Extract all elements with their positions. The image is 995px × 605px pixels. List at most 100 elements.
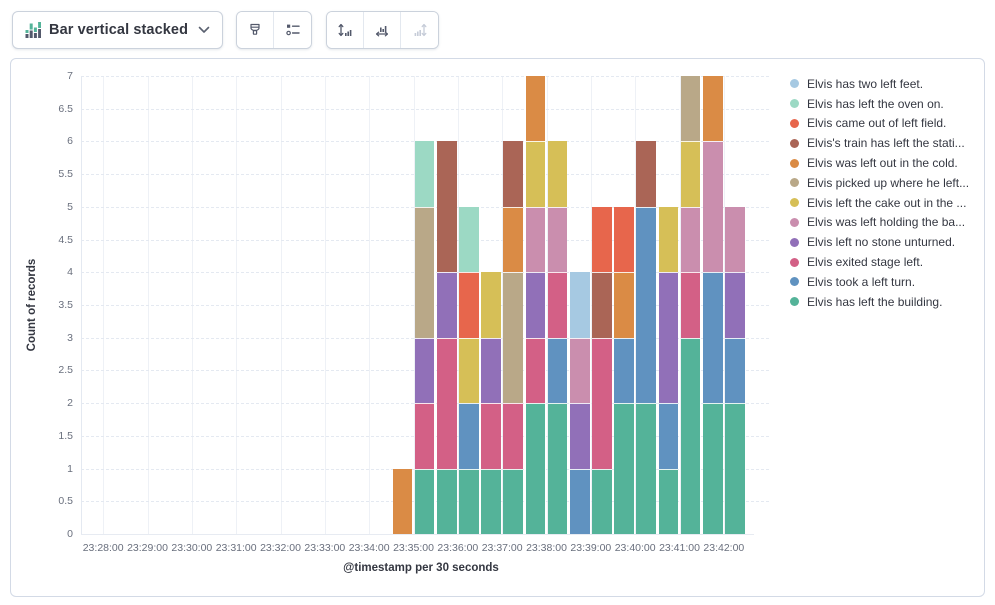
bar-segment[interactable] <box>658 403 679 469</box>
x-tick-label: 23:41:00 <box>659 542 700 554</box>
legend-item[interactable]: Elvis has two left feet. <box>790 74 978 94</box>
y-tick-label: 1.5 <box>58 429 73 442</box>
bar-segment[interactable] <box>725 272 745 338</box>
bar-segment[interactable] <box>436 468 457 534</box>
bar-segment[interactable] <box>525 337 546 404</box>
bar-segment[interactable] <box>481 403 501 469</box>
bar-segment[interactable] <box>592 337 612 469</box>
bar-segment[interactable] <box>702 403 723 534</box>
bar-segment[interactable] <box>636 206 657 404</box>
bar-segment[interactable] <box>525 206 546 273</box>
bar-segment[interactable] <box>503 141 524 207</box>
legend-item[interactable]: Elvis has left the oven on. <box>790 94 978 114</box>
bar-segment[interactable] <box>525 76 546 142</box>
legend-item[interactable]: Elvis came out of left field. <box>790 114 978 134</box>
bar-segment[interactable] <box>614 337 634 404</box>
bar-segment[interactable] <box>680 337 701 534</box>
chart-type-dropdown[interactable]: Bar vertical stacked <box>12 11 224 49</box>
bar-segment[interactable] <box>503 206 524 273</box>
bar-segment[interactable] <box>569 337 590 404</box>
bar-segment[interactable] <box>569 272 590 338</box>
bar-segment[interactable] <box>414 468 435 534</box>
y-tick-label: 5 <box>67 200 73 213</box>
legend-color-dot <box>790 198 799 208</box>
legend-color-dot <box>790 118 799 128</box>
x-tick-label: 23:30:00 <box>171 542 213 554</box>
bar-segment[interactable] <box>636 141 657 207</box>
bar-segment[interactable] <box>680 206 701 273</box>
legend-settings-button[interactable] <box>274 12 312 48</box>
bar-segment[interactable] <box>481 272 501 338</box>
bar-segment[interactable] <box>459 206 479 273</box>
bar-segment[interactable] <box>547 206 568 273</box>
bar-segment[interactable] <box>459 272 479 338</box>
bar-segment[interactable] <box>702 76 723 142</box>
bar-segment[interactable] <box>547 403 568 534</box>
bar-segment[interactable] <box>414 206 435 338</box>
bar-segment[interactable] <box>547 337 568 404</box>
bar-segment[interactable] <box>503 272 524 404</box>
bar-segment[interactable] <box>547 272 568 338</box>
legend-item[interactable]: Elvis exited stage left. <box>790 252 978 272</box>
bar-segment[interactable] <box>481 468 501 534</box>
brush-style-button[interactable] <box>237 12 275 48</box>
bar-segment[interactable] <box>592 206 612 273</box>
legend-item[interactable]: Elvis picked up where he left... <box>790 173 978 193</box>
legend-item[interactable]: Elvis's train has left the stati... <box>790 133 978 153</box>
bar-segment[interactable] <box>459 468 479 534</box>
bar-segment[interactable] <box>725 403 745 534</box>
bar-segment[interactable] <box>525 272 546 338</box>
y-tick-label: 0 <box>67 528 73 540</box>
bar-segment[interactable] <box>680 76 701 142</box>
legend-item[interactable]: Elvis took a left turn. <box>790 272 978 292</box>
legend-label: Elvis has two left feet. <box>807 76 924 91</box>
bar-segment[interactable] <box>592 468 612 534</box>
legend-item[interactable]: Elvis was left holding the ba... <box>790 213 978 233</box>
legend-item[interactable]: Elvis has left the building. <box>790 292 978 312</box>
x-tick-label: 23:40:00 <box>614 542 656 554</box>
bar-segment[interactable] <box>725 206 745 273</box>
bar-segment[interactable] <box>414 337 435 404</box>
left-axis-button[interactable] <box>327 12 365 48</box>
bar-segment[interactable] <box>658 468 679 534</box>
bar-segment[interactable] <box>614 403 634 534</box>
bar-segment[interactable] <box>614 206 634 273</box>
bar-segment[interactable] <box>525 403 546 534</box>
y-tick-label: 4.5 <box>58 233 73 246</box>
legend-color-dot <box>790 79 799 89</box>
y-tick-label: 0.5 <box>58 495 73 508</box>
bar-segment[interactable] <box>614 272 634 338</box>
bar-segment[interactable] <box>702 272 723 404</box>
bar-segment[interactable] <box>392 468 413 534</box>
bar-segment[interactable] <box>569 403 590 469</box>
legend-item[interactable]: Elvis was left out in the cold. <box>790 153 978 173</box>
bar-segment[interactable] <box>414 141 435 207</box>
y-tick-label: 2.5 <box>58 364 73 377</box>
bar-segment[interactable] <box>592 272 612 338</box>
x-tick-label: 23:34:00 <box>348 542 390 554</box>
bar-segment[interactable] <box>680 272 701 338</box>
bar-segment[interactable] <box>725 337 745 404</box>
bar-segment[interactable] <box>481 337 501 404</box>
bar-segment[interactable] <box>414 403 435 469</box>
bar-segment[interactable] <box>459 403 479 469</box>
bar-segment[interactable] <box>569 468 590 534</box>
bottom-axis-button[interactable] <box>364 12 402 48</box>
bar-segment[interactable] <box>658 206 679 273</box>
bar-segment[interactable] <box>503 403 524 469</box>
bar-segment[interactable] <box>436 141 457 273</box>
bar-segment[interactable] <box>503 468 524 534</box>
bar-segment[interactable] <box>436 272 457 338</box>
legend-label: Elvis left no stone unturned. <box>807 235 956 250</box>
bar-segment[interactable] <box>702 141 723 273</box>
legend-item[interactable]: Elvis left no stone unturned. <box>790 232 978 252</box>
legend-item[interactable]: Elvis left the cake out in the ... <box>790 193 978 213</box>
right-axis-button[interactable] <box>401 12 439 48</box>
bar-segment[interactable] <box>636 403 657 534</box>
bar-segment[interactable] <box>658 272 679 404</box>
bar-segment[interactable] <box>459 337 479 404</box>
bar-segment[interactable] <box>436 337 457 469</box>
bar-segment[interactable] <box>525 141 546 207</box>
bar-segment[interactable] <box>680 141 701 207</box>
bar-segment[interactable] <box>547 141 568 207</box>
